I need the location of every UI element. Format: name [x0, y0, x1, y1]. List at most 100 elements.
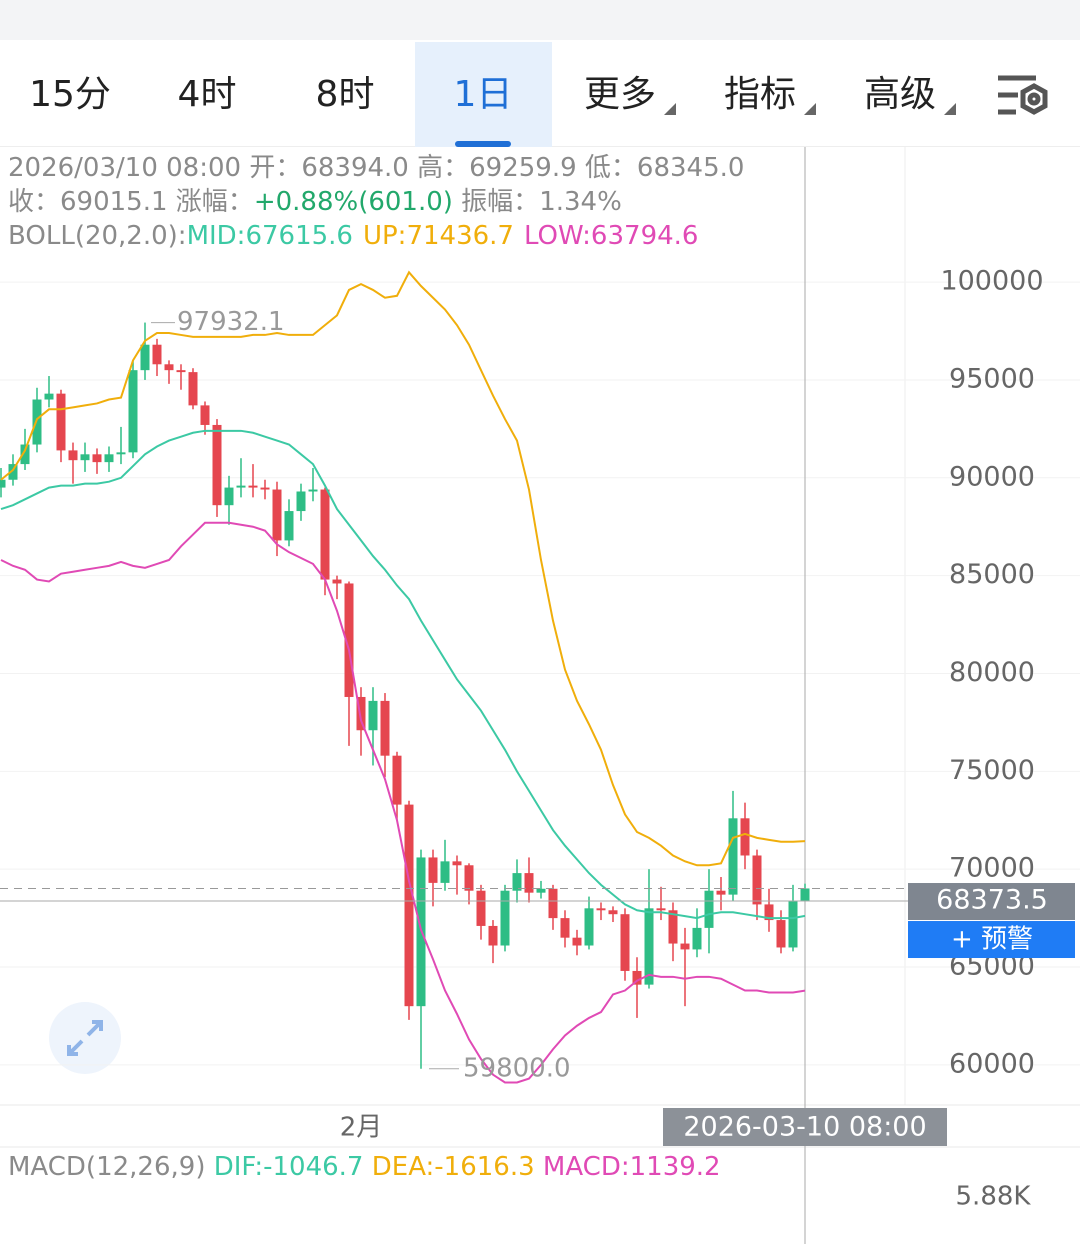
info-text: 69015.1 — [60, 187, 168, 217]
candle-body — [488, 925, 498, 946]
candle-body — [800, 888, 810, 901]
candle-body — [320, 489, 330, 580]
candle-body — [80, 454, 90, 461]
x-tick-label: 2月 — [340, 1113, 383, 1143]
candle-body — [500, 890, 510, 946]
info-text: 68345.0 — [637, 153, 745, 183]
info-text: 振幅： — [453, 187, 539, 217]
candle-body — [44, 393, 54, 400]
y-tick-label: 95000 — [949, 363, 1035, 394]
info-text: 68394.0 — [301, 153, 409, 183]
macd-line: MACD(12,26,9) DIF:-1046.7 DEA:-1616.3 MA… — [8, 1152, 721, 1182]
info-text: +0.88%(601.0) — [254, 187, 453, 217]
info-text: 2026/03/10 08:00 开： — [8, 153, 301, 183]
tab[interactable]: 4时 — [178, 74, 237, 115]
candle-body — [476, 890, 486, 926]
candle-body — [104, 454, 114, 463]
candle-body — [392, 755, 402, 805]
candle-body — [248, 485, 258, 488]
candle-body — [296, 491, 306, 512]
price-tag — [908, 883, 1075, 921]
candle-body — [440, 861, 450, 883]
alert-button[interactable] — [908, 921, 1075, 959]
candle-body — [356, 696, 366, 731]
macd-text: MACD:1139.2 — [535, 1152, 721, 1182]
candle-body — [548, 888, 558, 919]
candle-body — [608, 910, 618, 915]
info-text: 1.34% — [539, 187, 622, 217]
candle-body — [20, 444, 30, 465]
candle-body — [452, 861, 462, 866]
y-tick-label: 90000 — [949, 461, 1035, 492]
legend-entry: MID:67615.6 — [187, 221, 353, 251]
band-line — [0, 270, 806, 867]
date-tag — [663, 1108, 947, 1146]
icon-hex — [1020, 83, 1048, 115]
candle-body — [0, 479, 6, 488]
candle-body — [740, 818, 750, 856]
candle-body — [140, 344, 150, 371]
candle-body — [332, 579, 342, 584]
candle-body — [572, 937, 582, 946]
tab[interactable]: 更多 — [584, 74, 656, 115]
candle-body — [152, 344, 162, 365]
candle-body — [632, 970, 642, 985]
info-text: 收： — [8, 187, 60, 217]
candle-body — [428, 857, 438, 883]
candle-body — [272, 489, 282, 541]
candle-body — [8, 464, 18, 480]
y-tick-label: 70000 — [949, 853, 1035, 884]
candle-body — [344, 583, 354, 697]
y-tick-label: 85000 — [949, 559, 1035, 590]
macd-text: DIF:-1046.7 — [214, 1152, 364, 1182]
icon-dot — [1027, 92, 1041, 106]
expand-arrows — [67, 1020, 103, 1056]
candle-body — [620, 914, 630, 971]
settings-icon[interactable] — [998, 75, 1048, 115]
candle-body — [584, 908, 594, 946]
candle-body — [164, 364, 174, 371]
candle-body — [728, 818, 738, 895]
y-tick-label: 60000 — [949, 1048, 1035, 1079]
candle-body — [236, 485, 246, 488]
info-text: 低： — [577, 153, 637, 183]
active-tab-underline — [455, 141, 511, 147]
y-tick-label: 100000 — [940, 266, 1043, 297]
candle-body — [788, 900, 798, 948]
candle-body — [704, 890, 714, 928]
info-line: 收：69015.1 涨幅：+0.88%(601.0) 振幅：1.34% — [8, 187, 622, 217]
macd-text: MACD(12,26,9) — [8, 1152, 214, 1182]
candle-body — [308, 489, 318, 492]
candle-body — [764, 904, 774, 921]
info-line: 2026/03/10 08:00 开：68394.0 高：69259.9 低：6… — [8, 153, 744, 183]
candle-body — [680, 943, 690, 950]
y-tick-label: 75000 — [949, 755, 1035, 786]
candle-body — [596, 908, 606, 911]
legend-entry: LOW:63794.6 — [524, 221, 698, 251]
tab[interactable]: 高级 — [864, 74, 936, 115]
dropdown-caret — [944, 103, 956, 115]
candle-body — [260, 487, 270, 490]
candle-body — [56, 393, 66, 451]
candle-body — [200, 405, 210, 425]
indicator-line: BOLL(20,2.0):MID:67615.6 UP:71436.7 LOW:63… — [8, 221, 698, 251]
candle-body — [68, 450, 78, 461]
candle-body — [656, 908, 666, 911]
info-text: 涨幅： — [168, 187, 254, 217]
expand-button[interactable] — [49, 1002, 121, 1074]
candle-body — [368, 700, 378, 731]
active-tab-bg — [415, 42, 552, 147]
candle-body — [404, 804, 414, 1007]
candle-body — [776, 920, 786, 948]
candle-body — [380, 700, 390, 756]
candle-body — [176, 370, 186, 373]
tab[interactable]: 8时 — [316, 74, 375, 115]
tab[interactable]: 指标 — [724, 74, 796, 115]
candle-body — [536, 888, 546, 893]
date-tag-label: 2026-03-10 08:00 — [683, 1112, 926, 1143]
tab[interactable]: 15分 — [29, 74, 111, 115]
min-label: 59800.0 — [463, 1053, 571, 1083]
candle-body — [560, 918, 570, 938]
tab[interactable]: 1日 — [454, 74, 513, 115]
